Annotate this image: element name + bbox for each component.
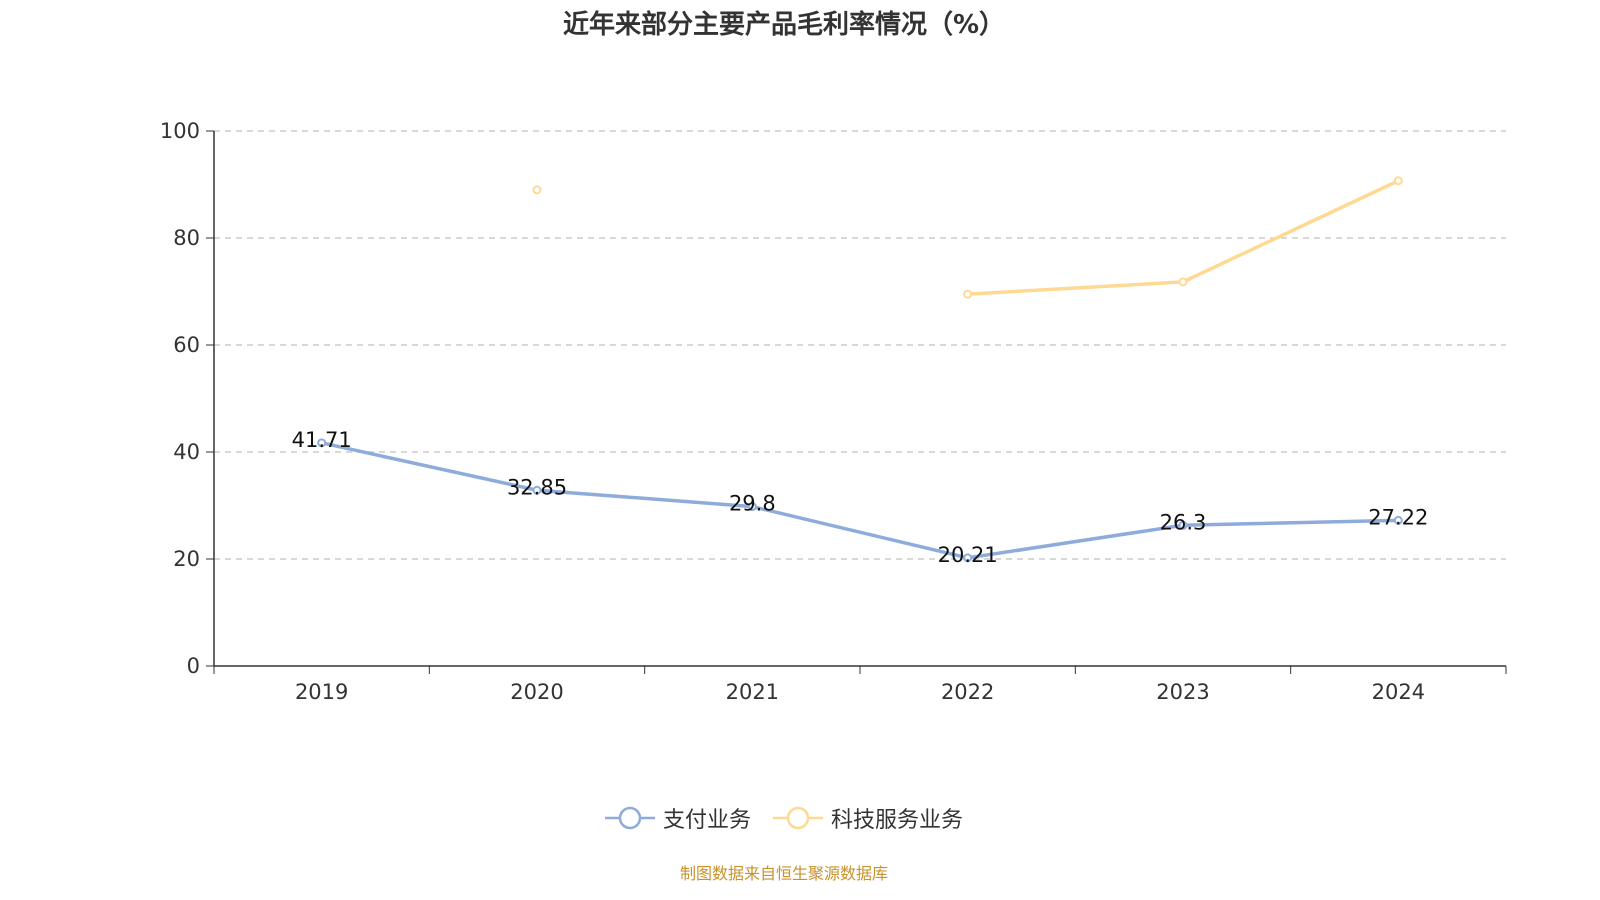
x-tick-label: 2022 — [941, 680, 994, 704]
legend-label-tech-service: 科技服务业务 — [831, 808, 964, 833]
x-tick-label: 2021 — [726, 680, 779, 704]
data-point-0 — [747, 502, 757, 512]
y-tick-label: 60 — [173, 333, 200, 357]
legend: 支付业务 科技服务业务 — [0, 802, 1568, 834]
legend-item-payment[interactable]: 支付业务 — [604, 802, 751, 834]
legend-marker-tech-service-icon — [773, 806, 823, 830]
x-tick-label: 2020 — [510, 680, 563, 704]
y-tick-label: 40 — [173, 440, 200, 464]
data-point-0 — [1393, 515, 1403, 525]
data-label: 26.3 — [1160, 510, 1207, 534]
data-label: 20.21 — [938, 543, 998, 567]
x-tick-label: 2019 — [295, 680, 348, 704]
chart-title: 近年来部分主要产品毛利率情况（%） — [562, 10, 1006, 40]
y-tick-label: 0 — [187, 654, 200, 678]
y-tick-label: 100 — [160, 119, 200, 143]
data-label: 27.22 — [1368, 505, 1428, 529]
data-point-1 — [1178, 277, 1188, 287]
data-point-0 — [963, 553, 973, 563]
data-label: 32.85 — [507, 475, 567, 499]
legend-marker-payment-icon — [604, 806, 655, 830]
data-point-0 — [532, 485, 542, 495]
x-tick-label: 2023 — [1156, 680, 1209, 704]
data-point-1 — [532, 185, 542, 195]
data-label: 29.8 — [729, 492, 776, 516]
data-point-0 — [1178, 520, 1188, 530]
y-tick-label: 20 — [173, 547, 200, 571]
x-tick-label: 2024 — [1372, 680, 1425, 704]
legend-label-payment: 支付业务 — [662, 808, 751, 833]
data-point-1 — [963, 289, 973, 299]
source-note: 制图数据来自恒生聚源数据库 — [679, 864, 888, 883]
data-point-0 — [317, 438, 327, 448]
series-line-0 — [321, 441, 1399, 560]
y-tick-label: 80 — [173, 226, 200, 250]
legend-item-tech-service[interactable]: 科技服务业务 — [773, 802, 963, 834]
data-label: 41.71 — [292, 428, 352, 452]
data-point-1 — [1393, 176, 1403, 186]
